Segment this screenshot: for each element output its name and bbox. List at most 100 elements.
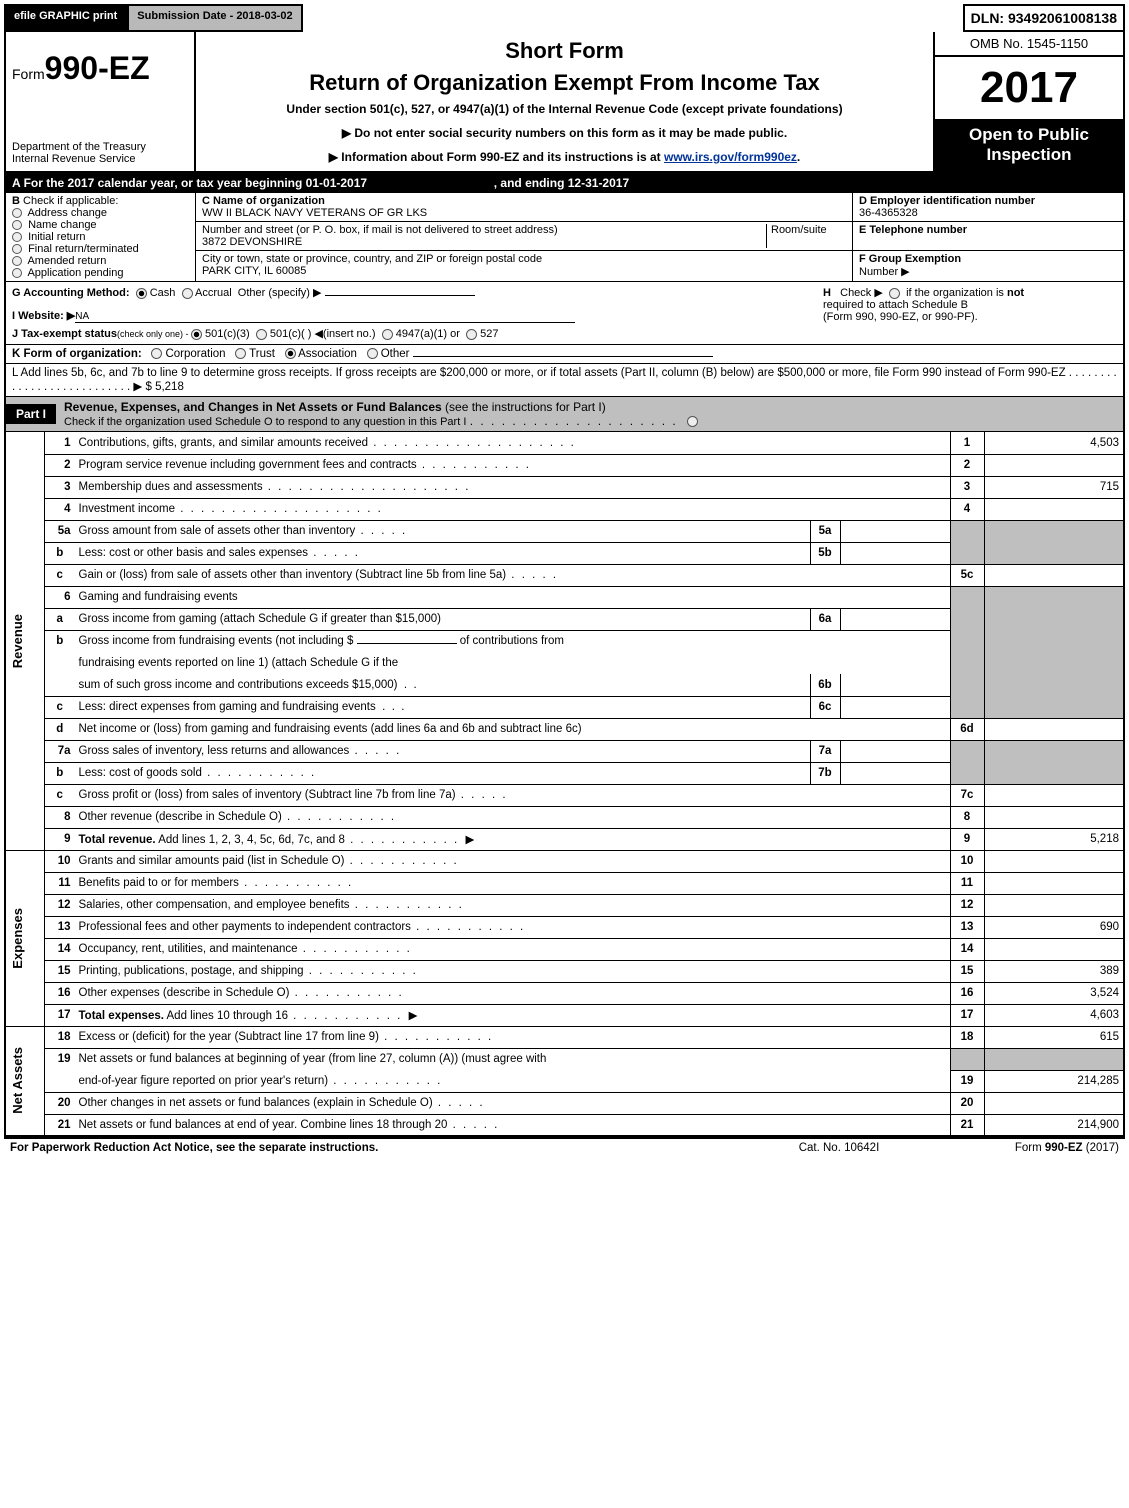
line-7c-desc: Gross profit or (loss) from sales of inv… bbox=[79, 789, 456, 801]
info-prefix: ▶ Information about Form 990-EZ and its … bbox=[329, 150, 664, 164]
form-990ez-label: 990-EZ bbox=[45, 50, 150, 86]
j-sub: (check only one) - bbox=[117, 329, 191, 339]
k-other-input[interactable] bbox=[413, 356, 713, 357]
g-other-input[interactable] bbox=[325, 295, 475, 296]
checkbox-amended-return[interactable] bbox=[12, 256, 22, 266]
top-bar: efile GRAPHIC print Submission Date - 20… bbox=[4, 4, 1125, 32]
form-prefix: Form bbox=[12, 66, 45, 82]
line-6d: dNet income or (loss) from gaming and fu… bbox=[5, 718, 1124, 740]
checkbox-trust[interactable] bbox=[235, 348, 246, 359]
checkbox-527[interactable] bbox=[466, 329, 477, 340]
line-3-num: 3 bbox=[950, 476, 984, 498]
h-text2: if the organization is bbox=[906, 287, 1004, 299]
checkbox-name-change[interactable] bbox=[12, 220, 22, 230]
line-20-num: 20 bbox=[950, 1092, 984, 1114]
line-12: 12 Salaries, other compensation, and empl… bbox=[5, 894, 1124, 916]
line-16-num: 16 bbox=[950, 982, 984, 1004]
line-4: 4Investment income 4 bbox=[5, 498, 1124, 520]
return-title: Return of Organization Exempt From Incom… bbox=[206, 70, 923, 96]
section-l: L Add lines 5b, 6c, and 7b to line 9 to … bbox=[4, 364, 1125, 397]
line-7b-mn: 7b bbox=[810, 762, 840, 784]
k-other: Other bbox=[381, 348, 410, 360]
department-label: Department of the Treasury Internal Reve… bbox=[6, 135, 194, 171]
line-19b: end-of-year figure reported on prior yea… bbox=[5, 1070, 1124, 1092]
warning-ssn: ▶ Do not enter social security numbers o… bbox=[206, 126, 923, 140]
line-7c-num: 7c bbox=[950, 784, 984, 806]
checkbox-part-i[interactable] bbox=[687, 416, 698, 427]
line-14: 14Occupancy, rent, utilities, and mainte… bbox=[5, 938, 1124, 960]
part-i-sub: (see the instructions for Part I) bbox=[445, 400, 606, 414]
line-19-val: 214,285 bbox=[984, 1070, 1124, 1092]
line-4-num: 4 bbox=[950, 498, 984, 520]
line-8-desc: Other revenue (describe in Schedule O) bbox=[79, 811, 282, 823]
line-12-val bbox=[984, 894, 1124, 916]
line-10-desc: Grants and similar amounts paid (list in… bbox=[79, 855, 345, 867]
k-label: K Form of organization: bbox=[12, 348, 142, 360]
line-9-num: 9 bbox=[950, 828, 984, 850]
line-17: 17Total expenses. Add lines 10 through 1… bbox=[5, 1004, 1124, 1026]
line-6a-mn: 6a bbox=[810, 608, 840, 630]
line-16: 16 Other expenses (describe in Schedule O… bbox=[5, 982, 1124, 1004]
line-2-desc: Program service revenue including govern… bbox=[79, 459, 417, 471]
checkbox-application-pending[interactable] bbox=[12, 268, 22, 278]
h-not: not bbox=[1007, 287, 1024, 299]
line-15-desc: Printing, publications, postage, and shi… bbox=[79, 965, 304, 977]
section-def: D Employer identification number 36-4365… bbox=[853, 193, 1123, 281]
line-1-desc: Contributions, gifts, grants, and simila… bbox=[79, 437, 369, 449]
line-16-desc: Other expenses (describe in Schedule O) bbox=[79, 987, 290, 999]
checkbox-address-change[interactable] bbox=[12, 208, 22, 218]
line-1-num: 1 bbox=[950, 432, 984, 454]
line-21-val: 214,900 bbox=[984, 1114, 1124, 1136]
k-assoc: Association bbox=[298, 348, 357, 360]
checkbox-501c[interactable] bbox=[256, 329, 267, 340]
line-12-num: 12 bbox=[950, 894, 984, 916]
line-11-num: 11 bbox=[950, 872, 984, 894]
line-5a-desc: Gross amount from sale of assets other t… bbox=[79, 525, 356, 537]
checkbox-corp[interactable] bbox=[151, 348, 162, 359]
checkbox-h[interactable] bbox=[889, 288, 900, 299]
g-accrual: Accrual bbox=[195, 287, 232, 299]
l-amount: 5,218 bbox=[155, 381, 184, 393]
checkbox-501c3[interactable] bbox=[191, 329, 202, 340]
subtitle: Under section 501(c), 527, or 4947(a)(1)… bbox=[206, 102, 923, 116]
checkbox-4947[interactable] bbox=[382, 329, 393, 340]
ein-value: 36-4365328 bbox=[859, 207, 918, 219]
section-bcdef: B Check if applicable: Address change Na… bbox=[4, 193, 1125, 282]
j-501c: 501(c)( ) ◀(insert no.) bbox=[270, 328, 376, 340]
line-6c-mn: 6c bbox=[810, 696, 840, 718]
line-18: Net Assets 18Excess or (deficit) for the… bbox=[5, 1026, 1124, 1048]
efile-print-button[interactable]: efile GRAPHIC print bbox=[4, 4, 127, 32]
line-5c-desc: Gain or (loss) from sale of assets other… bbox=[79, 569, 507, 581]
form-header: Form990-EZ Department of the Treasury In… bbox=[4, 32, 1125, 173]
part-i-check-text: Check if the organization used Schedule … bbox=[64, 416, 466, 428]
d-ein-label: D Employer identification number bbox=[859, 195, 1035, 207]
j-4947: 4947(a)(1) or bbox=[396, 328, 460, 340]
section-ghij: G Accounting Method: Cash Accrual Other … bbox=[4, 282, 1125, 345]
line-18-val: 615 bbox=[984, 1026, 1124, 1048]
irs-link[interactable]: www.irs.gov/form990ez bbox=[664, 150, 797, 164]
line-21-num: 21 bbox=[950, 1114, 984, 1136]
line-6b-blank[interactable] bbox=[357, 643, 457, 644]
checkbox-assoc[interactable] bbox=[285, 348, 296, 359]
checkbox-other[interactable] bbox=[367, 348, 378, 359]
section-b: B Check if applicable: Address change Na… bbox=[6, 193, 196, 281]
h-check: Check ▶ bbox=[840, 287, 883, 299]
line-6d-val bbox=[984, 718, 1124, 740]
checkbox-final-return[interactable] bbox=[12, 244, 22, 254]
k-trust: Trust bbox=[249, 348, 275, 360]
line-7b-desc: Less: cost of goods sold bbox=[79, 767, 202, 779]
open-to-public: Open to Public Inspection bbox=[935, 119, 1123, 171]
checkbox-accrual[interactable] bbox=[182, 288, 193, 299]
checkbox-cash[interactable] bbox=[136, 288, 147, 299]
line-6b-text2: of contributions from bbox=[460, 635, 564, 647]
line-13-num: 13 bbox=[950, 916, 984, 938]
line-12-desc: Salaries, other compensation, and employ… bbox=[79, 899, 350, 911]
part-i-label: Part I bbox=[6, 404, 56, 424]
line-21-desc: Net assets or fund balances at end of ye… bbox=[79, 1119, 448, 1131]
line-9: 9Total revenue. Add lines 1, 2, 3, 4, 5c… bbox=[5, 828, 1124, 850]
line-15-val: 389 bbox=[984, 960, 1124, 982]
line-13-desc: Professional fees and other payments to … bbox=[79, 921, 411, 933]
line-17-val: 4,603 bbox=[984, 1004, 1124, 1026]
line-11-val bbox=[984, 872, 1124, 894]
checkbox-initial-return[interactable] bbox=[12, 232, 22, 242]
